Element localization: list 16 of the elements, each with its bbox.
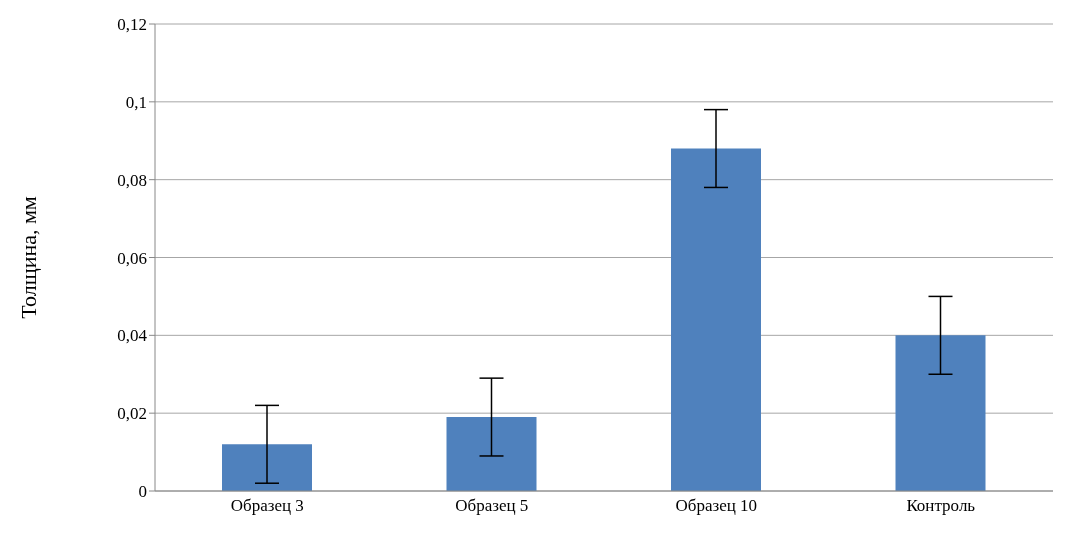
x-tick-label: Образец 3 bbox=[230, 496, 304, 516]
y-tick-label: 0,1 bbox=[125, 92, 147, 112]
y-tick-label: 0,08 bbox=[117, 170, 147, 190]
x-tick-label: Образец 10 bbox=[675, 496, 758, 516]
x-tick-label: Образец 5 bbox=[455, 496, 529, 516]
x-tick-label: Контроль bbox=[906, 496, 976, 516]
bar bbox=[446, 417, 537, 491]
bar bbox=[895, 335, 986, 491]
y-tick-label: 0 bbox=[138, 482, 147, 502]
bar bbox=[671, 148, 761, 491]
y-tick-label: 0,12 bbox=[117, 15, 147, 35]
y-axis-title: Толщина, мм bbox=[15, 196, 41, 319]
y-tick-label: 0,04 bbox=[117, 326, 148, 346]
bar bbox=[222, 444, 312, 491]
y-tick-label: 0,06 bbox=[117, 248, 147, 268]
y-tick-label: 0,02 bbox=[117, 404, 147, 424]
